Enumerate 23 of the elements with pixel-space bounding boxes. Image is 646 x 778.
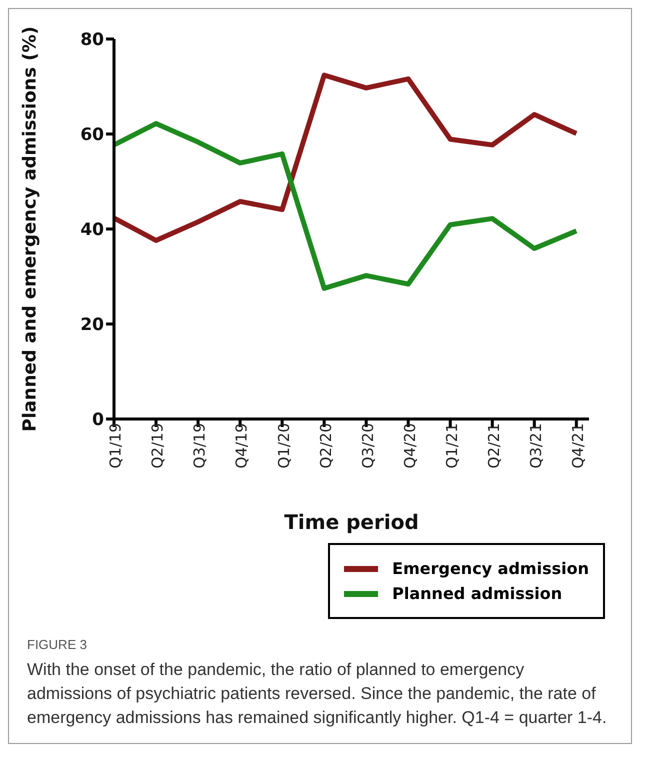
x-tick-label: Q3/19	[190, 423, 209, 468]
x-tick-label: Q4/21	[569, 423, 588, 468]
x-tick-label: Q3/20	[358, 423, 377, 468]
y-tick-label: 0	[92, 410, 104, 430]
legend-label: Planned admission	[392, 584, 562, 603]
x-tick-label: Q2/21	[484, 423, 503, 468]
legend-label: Emergency admission	[392, 559, 589, 578]
y-tick-label: 20	[80, 315, 104, 336]
y-tick-label: 60	[80, 125, 104, 146]
y-axis-title: Planned and emergency admissions (%)	[19, 26, 40, 432]
x-tick-label: Q1/20	[274, 423, 293, 468]
x-axis-title: Time period	[284, 510, 419, 534]
x-tick-label: Q1/19	[106, 423, 125, 468]
y-tick-label: 40	[80, 220, 104, 240]
x-tick-label: Q1/21	[442, 423, 461, 468]
x-tick-label: Q3/21	[527, 423, 546, 468]
x-tick-label: Q2/19	[148, 423, 167, 468]
y-tick-label: 80	[80, 30, 104, 50]
x-tick-label: Q4/20	[400, 423, 419, 468]
text: With the onset of the pandemic, the ratio of planned to emergency admissions of psychiatric patients reversed. Since the pandemic, the rate of emergency admissions has remained significantly higher. Q1-4 = quarter 1-4.	[27, 659, 608, 729]
caption: FIGURE 3	[27, 637, 88, 652]
x-tick-label: Q2/20	[316, 423, 335, 468]
x-tick-label: Q4/19	[232, 423, 251, 468]
